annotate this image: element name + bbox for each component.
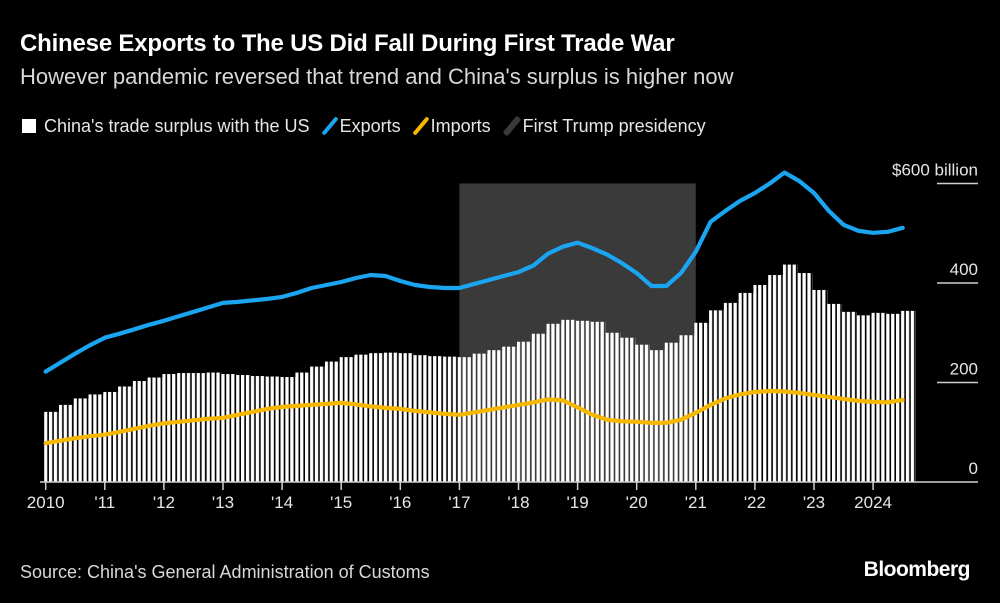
- surplus-bar: [812, 289, 828, 482]
- x-tick-label: '14: [271, 493, 293, 512]
- surplus-bar: [635, 344, 650, 482]
- surplus-bar: [265, 376, 281, 482]
- surplus-bar: [649, 350, 665, 482]
- x-tick-label: '17: [448, 493, 470, 512]
- x-tick-label: '13: [212, 493, 234, 512]
- surplus-bar: [709, 310, 724, 482]
- surplus-bar: [664, 342, 680, 482]
- x-tick-label: '18: [507, 493, 529, 512]
- surplus-bar: [73, 398, 89, 482]
- surplus-bar: [103, 391, 119, 482]
- surplus-bar: [428, 356, 444, 482]
- surplus-bar: [310, 366, 325, 482]
- surplus-bar: [413, 355, 429, 482]
- surplus-bar: [871, 312, 887, 482]
- surplus-bar: [191, 373, 207, 482]
- x-tick-label: '22: [744, 493, 766, 512]
- surplus-bar: [58, 404, 74, 482]
- surplus-bar: [620, 337, 636, 482]
- exports-line: [43, 170, 905, 374]
- legend: China's trade surplus with the US Export…: [22, 115, 716, 137]
- surplus-bar: [694, 322, 710, 482]
- surplus-bar: [679, 335, 695, 482]
- legend-item-exports: Exports: [320, 115, 401, 137]
- x-tick-label: 2024: [854, 493, 892, 512]
- surplus-bar: [339, 357, 355, 482]
- x-tick-label: '11: [94, 493, 115, 512]
- surplus-bar: [590, 321, 606, 482]
- chart-subtitle: However pandemic reversed that trend and…: [20, 64, 734, 89]
- legend-label-surplus: China's trade surplus with the US: [44, 115, 310, 136]
- surplus-bar: [517, 341, 532, 482]
- surplus-bar: [502, 346, 517, 482]
- surplus-bar: [44, 411, 59, 482]
- surplus-bar: [162, 374, 178, 482]
- x-tick-label: '23: [803, 493, 825, 512]
- surplus-bar: [605, 332, 621, 482]
- surplus-bar: [147, 377, 163, 482]
- x-tick-label: 2010: [27, 493, 65, 512]
- x-tick-label: '21: [685, 493, 707, 512]
- x-tick-label: '15: [330, 493, 352, 512]
- legend-swatch-surplus: [22, 119, 36, 133]
- y-tick-label: 400: [950, 260, 978, 279]
- x-tick-label: '12: [153, 493, 175, 512]
- surplus-bar: [443, 356, 458, 482]
- surplus-bar: [827, 303, 843, 482]
- surplus-bar: [457, 357, 473, 482]
- surplus-bar: [753, 284, 769, 482]
- legend-item-trump: First Trump presidency: [502, 115, 706, 137]
- surplus-bar: [901, 310, 916, 482]
- surplus-bar: [118, 386, 133, 482]
- surplus-bar: [531, 333, 547, 482]
- legend-item-imports: Imports: [411, 115, 491, 137]
- surplus-bar: [398, 353, 414, 482]
- legend-label-imports: Imports: [430, 115, 491, 136]
- surplus-bar: [251, 376, 266, 482]
- y-tick-label: $600 billion: [892, 161, 978, 180]
- surplus-bar: [842, 311, 857, 482]
- surplus-bar: [88, 394, 104, 482]
- surplus-bar: [354, 354, 370, 482]
- surplus-bar: [324, 361, 340, 482]
- surplus-bar: [472, 353, 488, 482]
- x-tick-label: '16: [389, 493, 411, 512]
- surplus-bar: [177, 373, 192, 482]
- surplus-bar: [723, 302, 739, 482]
- x-tick-label: '20: [626, 493, 648, 512]
- surplus-bar: [738, 292, 754, 482]
- y-tick-label: 200: [950, 360, 978, 379]
- surplus-bar: [280, 377, 296, 482]
- surplus-bar: [546, 323, 562, 482]
- legend-item-surplus: China's trade surplus with the US: [22, 116, 310, 137]
- surplus-bar: [221, 374, 237, 482]
- legend-label-trump: First Trump presidency: [522, 115, 706, 136]
- surplus-bar: [487, 350, 503, 482]
- surplus-bar: [295, 372, 311, 482]
- source-note: Source: China's General Administration o…: [20, 562, 430, 582]
- surplus-bar: [132, 381, 148, 482]
- surplus-bar: [576, 320, 591, 482]
- surplus-bar: [384, 352, 399, 482]
- y-tick-label: 0: [969, 459, 978, 478]
- surplus-bar: [206, 372, 222, 482]
- surplus-bar: [236, 375, 252, 482]
- surplus-bar: [886, 313, 902, 482]
- surplus-bar: [856, 315, 872, 482]
- surplus-bar: [768, 275, 783, 482]
- imports-line: [43, 388, 905, 446]
- x-tick-label: '19: [567, 493, 589, 512]
- surplus-bar: [782, 264, 798, 482]
- bloomberg-logo: Bloomberg: [863, 558, 971, 581]
- chart-title: Chinese Exports to The US Did Fall Durin…: [20, 30, 675, 57]
- legend-label-exports: Exports: [339, 115, 401, 136]
- surplus-bar: [369, 353, 385, 482]
- surplus-bar: [797, 273, 813, 482]
